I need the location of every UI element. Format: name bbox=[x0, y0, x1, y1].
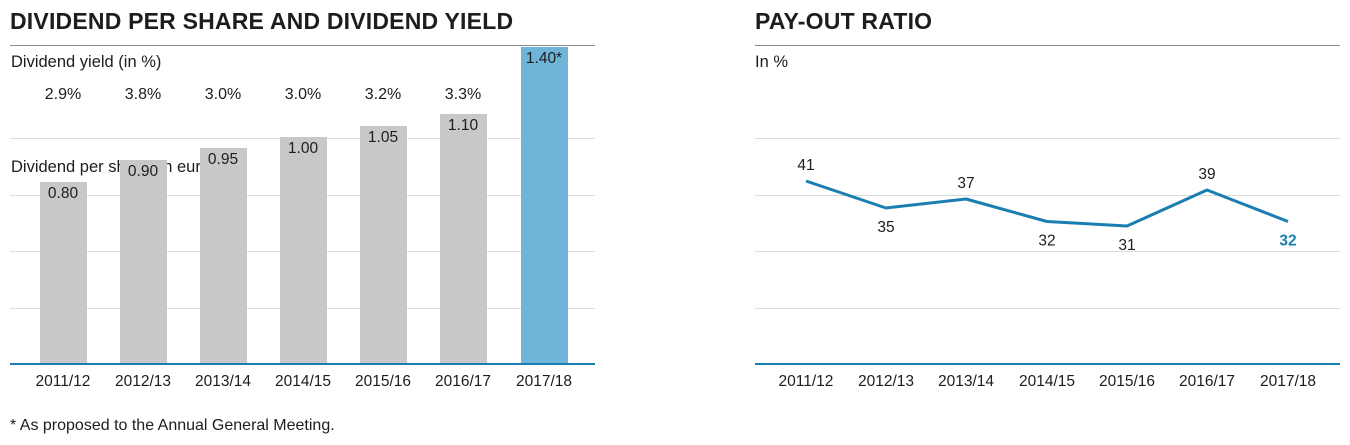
payout-unit-label: In % bbox=[755, 53, 789, 71]
yield-value: 3.3% bbox=[444, 86, 482, 103]
payout-point-label: 41 bbox=[797, 157, 814, 174]
bar-value-label: 1.00 bbox=[287, 140, 319, 157]
left-panel-title: DIVIDEND PER SHARE AND DIVIDEND YIELD bbox=[10, 8, 514, 34]
left-title-rule bbox=[10, 45, 595, 46]
line-gridline bbox=[755, 195, 1340, 196]
bar-category-label: 2015/16 bbox=[354, 373, 412, 390]
line-gridline bbox=[755, 308, 1340, 309]
dividend-bar bbox=[199, 148, 247, 363]
line-baseline bbox=[755, 363, 1340, 365]
bar-category-label: 2017/18 bbox=[515, 373, 573, 390]
dividend-bar bbox=[520, 46, 568, 363]
dividend-bar bbox=[359, 125, 407, 363]
bar-value-label: 1.10 bbox=[447, 117, 479, 135]
yield-value: 3.0% bbox=[284, 86, 322, 103]
payout-point-label: 35 bbox=[877, 219, 894, 236]
line-category-label: 2015/16 bbox=[1098, 373, 1156, 390]
bar-baseline bbox=[10, 363, 595, 365]
bar-category-label: 2012/13 bbox=[114, 373, 172, 390]
bar-category-label: 2011/12 bbox=[35, 373, 91, 390]
bar-value-label: 1.40* bbox=[525, 49, 563, 67]
yield-value: 3.8% bbox=[124, 86, 162, 103]
bar-category-label: 2013/14 bbox=[194, 373, 252, 390]
payout-point-label: 39 bbox=[1198, 166, 1215, 183]
bar-value-label: 0.95 bbox=[207, 151, 239, 169]
bar-value-label: 0.80 bbox=[47, 185, 79, 203]
yield-value: 3.2% bbox=[364, 86, 402, 103]
dividend-bar bbox=[439, 114, 487, 363]
payout-point-label: 32 bbox=[1038, 233, 1055, 250]
dividend-bar bbox=[279, 137, 327, 363]
line-gridline bbox=[755, 138, 1340, 139]
line-category-label: 2013/14 bbox=[937, 373, 995, 390]
bar-category-label: 2016/17 bbox=[434, 373, 492, 390]
bar-value-label: 1.05 bbox=[367, 128, 399, 146]
footnote: * As proposed to the Annual General Meet… bbox=[10, 417, 335, 434]
bar-value-label: 0.90 bbox=[127, 162, 159, 180]
dividend-bar bbox=[119, 159, 167, 363]
payout-point-label: 32 bbox=[1279, 233, 1296, 250]
line-category-label: 2016/17 bbox=[1178, 373, 1236, 390]
dividend-bar bbox=[39, 182, 87, 363]
payout-point-label: 31 bbox=[1118, 237, 1135, 254]
line-category-label: 2011/12 bbox=[778, 373, 834, 390]
bar-category-label: 2014/15 bbox=[274, 373, 332, 390]
line-category-label: 2012/13 bbox=[857, 373, 915, 390]
yield-value: 3.0% bbox=[204, 86, 242, 103]
right-panel-title: PAY-OUT RATIO bbox=[755, 8, 933, 34]
yield-label: Dividend yield (in %) bbox=[11, 53, 162, 71]
payout-series-line bbox=[805, 179, 1289, 228]
line-gridline bbox=[755, 251, 1340, 252]
right-title-rule bbox=[755, 45, 1340, 46]
line-category-label: 2014/15 bbox=[1018, 373, 1076, 390]
payout-line-chart: 41 35 37 32 31 39 32 bbox=[797, 157, 1296, 254]
payout-point-label: 37 bbox=[957, 175, 974, 192]
yield-value: 2.9% bbox=[44, 86, 82, 103]
line-category-label: 2017/18 bbox=[1259, 373, 1317, 390]
dps-label: Dividend per share (in euros) bbox=[11, 158, 224, 176]
